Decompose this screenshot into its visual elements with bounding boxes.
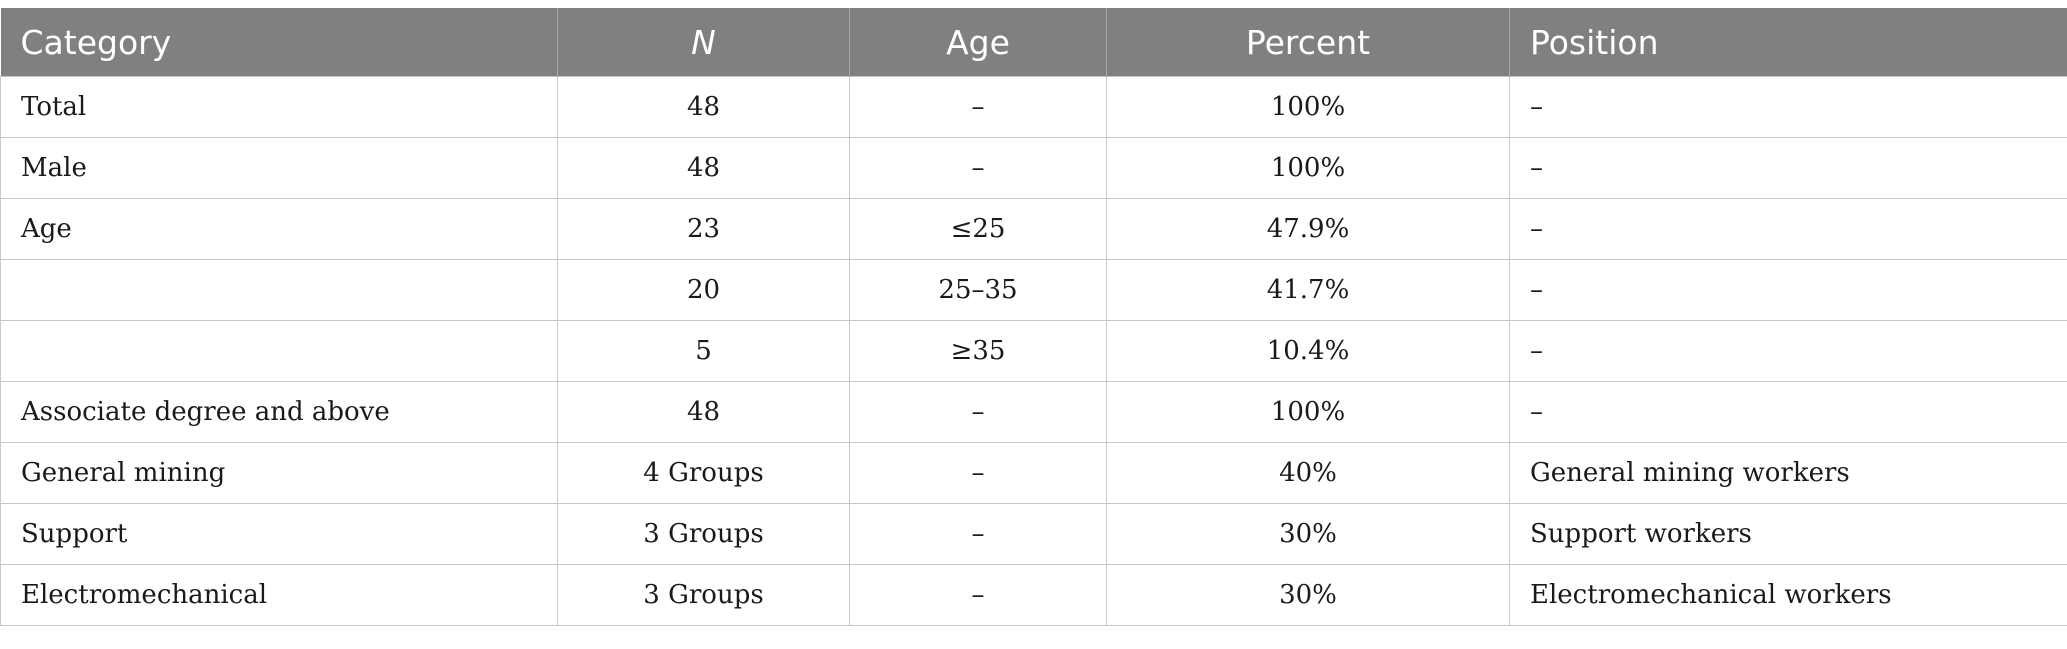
table-row: Associate degree and above 48 – 100% –: [0, 381, 2067, 443]
cell-position: –: [1509, 259, 2067, 321]
cell-percent: 30%: [1106, 564, 1510, 626]
cell-age: ≤25: [849, 198, 1107, 260]
cell-position: –: [1509, 381, 2067, 443]
cell-percent: 100%: [1106, 76, 1510, 138]
cell-category: Associate degree and above: [0, 381, 558, 443]
cell-position: General mining workers: [1509, 442, 2067, 504]
cell-category: Support: [0, 503, 558, 565]
table-row: General mining 4 Groups – 40% General mi…: [0, 442, 2067, 504]
table-row: 20 25–35 41.7% –: [0, 259, 2067, 321]
cell-category: Male: [0, 137, 558, 199]
cell-category: Age: [0, 198, 558, 260]
cell-category: Electromechanical: [0, 564, 558, 626]
cell-age: 25–35: [849, 259, 1107, 321]
table-row: Electromechanical 3 Groups – 30% Electro…: [0, 564, 2067, 626]
cell-position: Support workers: [1509, 503, 2067, 565]
cell-n: 3 Groups: [557, 503, 850, 565]
cell-percent: 30%: [1106, 503, 1510, 565]
cell-age: –: [849, 137, 1107, 199]
cell-percent: 10.4%: [1106, 320, 1510, 382]
cell-n: 5: [557, 320, 850, 382]
demographics-table: Category N Age Percent Position Total 48…: [0, 8, 2067, 626]
cell-position: –: [1509, 320, 2067, 382]
cell-age: –: [849, 503, 1107, 565]
table-row: Support 3 Groups – 30% Support workers: [0, 503, 2067, 565]
header-row: Category N Age Percent Position: [0, 8, 2067, 77]
cell-n: 48: [557, 76, 850, 138]
table-row: Age 23 ≤25 47.9% –: [0, 198, 2067, 260]
header-category: Category: [0, 8, 558, 77]
cell-age: ≥35: [849, 320, 1107, 382]
cell-n: 3 Groups: [557, 564, 850, 626]
cell-n: 20: [557, 259, 850, 321]
header-age: Age: [849, 8, 1107, 77]
cell-age: –: [849, 564, 1107, 626]
cell-position: Electromechanical workers: [1509, 564, 2067, 626]
cell-category: General mining: [0, 442, 558, 504]
cell-position: –: [1509, 198, 2067, 260]
cell-n: 4 Groups: [557, 442, 850, 504]
cell-position: –: [1509, 137, 2067, 199]
cell-n: 48: [557, 137, 850, 199]
cell-category: [0, 259, 558, 321]
cell-percent: 40%: [1106, 442, 1510, 504]
table-row: Male 48 – 100% –: [0, 137, 2067, 199]
table-row: Total 48 – 100% –: [0, 76, 2067, 138]
cell-percent: 100%: [1106, 137, 1510, 199]
header-n: N: [557, 8, 850, 77]
cell-age: –: [849, 442, 1107, 504]
table-header: Category N Age Percent Position: [0, 8, 2067, 77]
header-position: Position: [1509, 8, 2067, 77]
header-percent: Percent: [1106, 8, 1510, 77]
table-row: 5 ≥35 10.4% –: [0, 320, 2067, 382]
cell-n: 48: [557, 381, 850, 443]
cell-age: –: [849, 76, 1107, 138]
cell-category: [0, 320, 558, 382]
cell-percent: 100%: [1106, 381, 1510, 443]
table-body: Total 48 – 100% – Male 48 – 100% – Age 2…: [0, 76, 2067, 626]
cell-position: –: [1509, 76, 2067, 138]
table-container: Category N Age Percent Position Total 48…: [0, 8, 2067, 626]
cell-age: –: [849, 381, 1107, 443]
cell-n: 23: [557, 198, 850, 260]
cell-category: Total: [0, 76, 558, 138]
cell-percent: 41.7%: [1106, 259, 1510, 321]
cell-percent: 47.9%: [1106, 198, 1510, 260]
